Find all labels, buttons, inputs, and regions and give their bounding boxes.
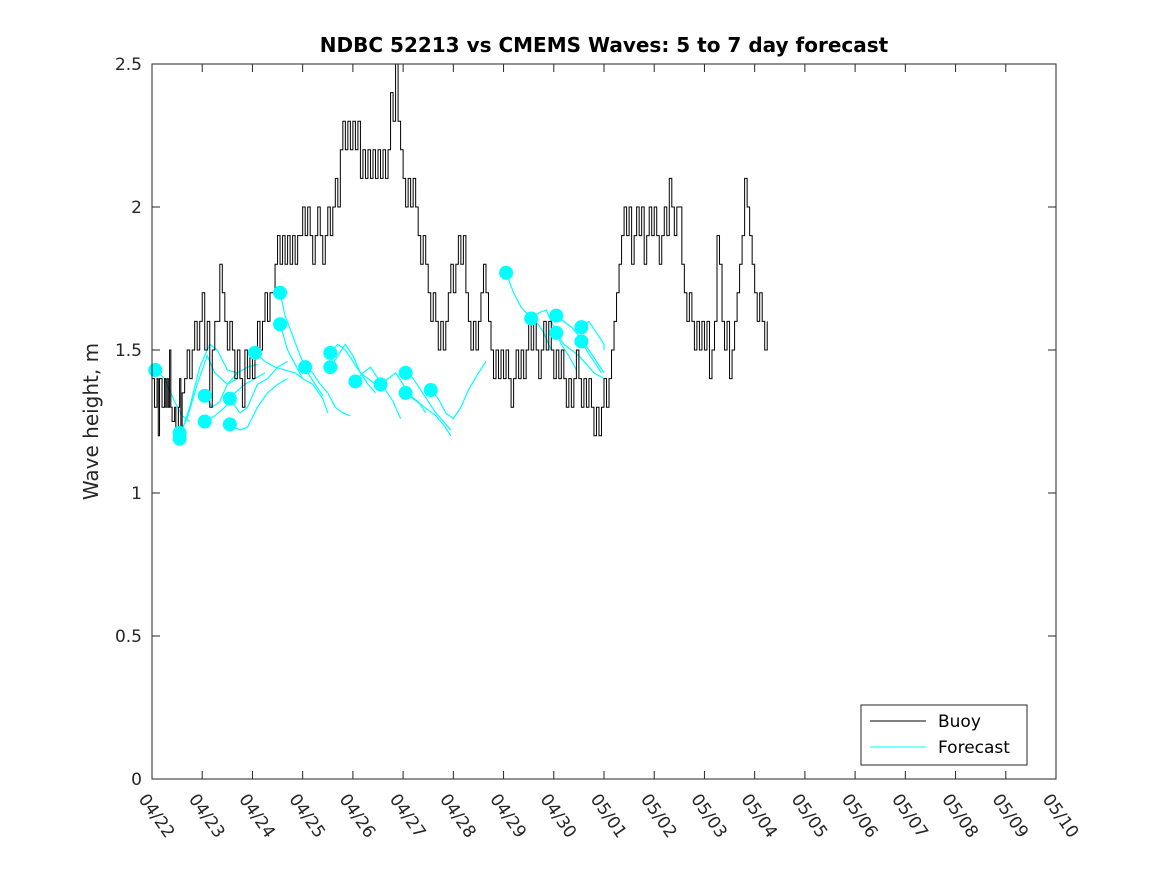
legend-label-buoy: Buoy xyxy=(938,712,981,732)
forecast-line xyxy=(229,360,288,414)
y-tick-label: 0.5 xyxy=(115,627,142,647)
x-tick-label: 05/04 xyxy=(737,790,781,842)
x-tick-label: 04/23 xyxy=(184,790,228,842)
forecast-start-marker xyxy=(273,285,288,300)
x-tick-label: 05/10 xyxy=(1038,790,1082,842)
forecast-line xyxy=(380,372,427,414)
x-tick-label: 05/07 xyxy=(887,790,931,842)
y-axis-label: Wave height, m xyxy=(79,343,103,500)
forecast-start-marker xyxy=(373,377,388,392)
x-tick-label: 04/30 xyxy=(536,790,580,842)
x-tick-label: 04/29 xyxy=(485,790,529,842)
forecast-start-marker xyxy=(423,383,438,398)
x-tick-label: 05/09 xyxy=(988,790,1032,842)
y-tick-label: 2.5 xyxy=(115,55,142,75)
legend-box xyxy=(860,704,1028,766)
forecast-start-marker xyxy=(574,334,589,349)
x-tick-label: 04/25 xyxy=(285,790,329,842)
forecast-line xyxy=(154,369,191,422)
forecast-start-markers xyxy=(148,265,589,446)
forecast-start-marker xyxy=(398,365,413,380)
forecast-line xyxy=(229,378,288,431)
x-tick-label: 04/26 xyxy=(335,790,379,842)
forecast-start-marker xyxy=(273,317,288,332)
legend: Buoy Forecast xyxy=(860,704,1028,766)
x-tick-label: 04/28 xyxy=(435,790,479,842)
plot-area xyxy=(152,64,1056,779)
x-tick-label: 04/27 xyxy=(385,790,429,842)
forecast-start-marker xyxy=(247,345,262,360)
forecast-start-marker xyxy=(549,308,564,323)
forecast-start-marker xyxy=(172,431,187,446)
forecast-start-marker xyxy=(148,363,163,378)
forecast-start-marker xyxy=(323,345,338,360)
x-tick-label: 05/03 xyxy=(686,790,730,842)
forecast-line xyxy=(254,352,304,380)
forecast-line xyxy=(279,292,324,397)
x-tick-label: 05/05 xyxy=(787,790,831,842)
y-tick-label: 2 xyxy=(131,198,142,218)
forecast-start-marker xyxy=(222,391,237,406)
forecast-start-marker xyxy=(348,374,363,389)
forecast-start-marker xyxy=(298,360,313,375)
x-tick-label: 04/24 xyxy=(234,790,278,842)
forecast-start-marker xyxy=(323,360,338,375)
forecast-line xyxy=(430,361,487,420)
forecast-start-marker xyxy=(524,311,539,326)
forecast-line xyxy=(405,372,452,431)
forecast-start-marker xyxy=(499,265,514,280)
forecast-line xyxy=(329,343,376,394)
forecast-start-marker xyxy=(222,417,237,432)
chart-title: NDBC 52213 vs CMEMS Waves: 5 to 7 day fo… xyxy=(320,33,889,57)
legend-label-forecast: Forecast xyxy=(938,738,1010,758)
forecast-line xyxy=(405,392,452,437)
x-tick-label: 05/01 xyxy=(586,790,630,842)
y-tick-label: 1 xyxy=(131,484,142,504)
forecast-line xyxy=(329,343,376,385)
y-tick-label: 1.5 xyxy=(115,341,142,361)
forecast-start-marker xyxy=(574,320,589,335)
forecast-start-marker xyxy=(398,385,413,400)
buoy-line xyxy=(152,63,768,437)
forecast-line xyxy=(279,324,329,414)
x-tick-label: 05/08 xyxy=(937,790,981,842)
forecast-start-marker xyxy=(549,325,564,340)
y-tick-label: 0 xyxy=(131,770,142,790)
forecast-start-marker xyxy=(197,388,212,403)
x-tick-label: 04/22 xyxy=(134,790,178,842)
forecast-start-marker xyxy=(197,414,212,429)
x-tick-label: 05/02 xyxy=(636,790,680,842)
forecast-line xyxy=(304,366,351,417)
x-tick-label: 05/06 xyxy=(837,790,881,842)
buoy-series xyxy=(152,63,768,437)
